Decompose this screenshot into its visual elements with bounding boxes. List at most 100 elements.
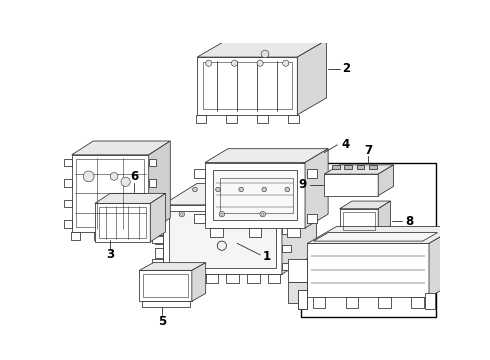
Circle shape: [261, 50, 269, 58]
Circle shape: [216, 187, 220, 192]
Circle shape: [121, 177, 130, 186]
Polygon shape: [149, 200, 156, 207]
Polygon shape: [378, 297, 391, 308]
Polygon shape: [140, 270, 192, 301]
Polygon shape: [282, 263, 291, 270]
Polygon shape: [163, 205, 282, 274]
Polygon shape: [152, 213, 163, 220]
Polygon shape: [196, 115, 206, 122]
Text: 7: 7: [364, 144, 372, 157]
Circle shape: [283, 60, 289, 66]
Polygon shape: [287, 228, 300, 237]
Circle shape: [179, 211, 185, 217]
Polygon shape: [205, 163, 305, 228]
Polygon shape: [247, 32, 261, 42]
Polygon shape: [324, 165, 393, 174]
Polygon shape: [249, 29, 260, 32]
Circle shape: [181, 213, 183, 215]
Polygon shape: [440, 293, 450, 309]
Polygon shape: [357, 165, 365, 170]
Polygon shape: [307, 226, 458, 243]
Polygon shape: [72, 155, 149, 232]
Polygon shape: [142, 301, 190, 307]
Polygon shape: [249, 228, 261, 237]
Polygon shape: [297, 40, 327, 115]
Circle shape: [239, 187, 244, 192]
Polygon shape: [324, 174, 378, 195]
Polygon shape: [194, 214, 205, 223]
Circle shape: [193, 187, 197, 192]
Text: 4: 4: [341, 138, 349, 150]
Polygon shape: [369, 165, 377, 170]
Text: 8: 8: [405, 215, 413, 228]
Polygon shape: [71, 232, 80, 239]
Polygon shape: [149, 179, 156, 187]
Polygon shape: [298, 289, 307, 309]
Polygon shape: [226, 274, 239, 283]
Polygon shape: [298, 289, 307, 309]
Polygon shape: [378, 201, 391, 233]
Text: 1: 1: [263, 250, 270, 263]
Polygon shape: [282, 227, 291, 234]
Polygon shape: [411, 297, 423, 308]
Polygon shape: [268, 274, 280, 283]
Circle shape: [231, 60, 238, 66]
Polygon shape: [345, 297, 358, 308]
Polygon shape: [288, 259, 307, 282]
Polygon shape: [95, 203, 150, 242]
Polygon shape: [257, 115, 268, 122]
Polygon shape: [169, 211, 276, 268]
Circle shape: [217, 241, 226, 250]
Polygon shape: [340, 209, 378, 233]
Polygon shape: [205, 149, 328, 163]
Text: 9: 9: [298, 178, 307, 192]
Polygon shape: [192, 263, 206, 301]
Polygon shape: [203, 32, 217, 42]
Polygon shape: [185, 274, 197, 283]
Polygon shape: [206, 274, 218, 283]
Text: 3: 3: [106, 248, 114, 261]
Polygon shape: [213, 170, 297, 220]
Polygon shape: [155, 248, 163, 258]
Polygon shape: [307, 169, 318, 178]
Polygon shape: [210, 228, 222, 237]
Circle shape: [285, 187, 290, 192]
Text: 6: 6: [130, 170, 138, 183]
Polygon shape: [163, 183, 317, 205]
Circle shape: [83, 171, 94, 182]
Polygon shape: [194, 169, 205, 178]
Circle shape: [110, 172, 118, 180]
Text: 2: 2: [343, 62, 351, 75]
Polygon shape: [197, 57, 297, 115]
Polygon shape: [313, 297, 325, 308]
Bar: [301, 163, 436, 316]
Polygon shape: [307, 214, 318, 223]
Polygon shape: [72, 141, 171, 155]
Polygon shape: [282, 209, 291, 216]
Polygon shape: [344, 165, 352, 170]
Polygon shape: [307, 243, 429, 297]
Polygon shape: [340, 201, 391, 209]
Polygon shape: [314, 233, 438, 241]
Polygon shape: [149, 159, 156, 166]
Polygon shape: [332, 165, 340, 170]
Polygon shape: [225, 32, 239, 42]
Polygon shape: [197, 40, 327, 57]
Polygon shape: [149, 220, 156, 228]
Polygon shape: [64, 179, 72, 187]
Circle shape: [206, 60, 212, 66]
Polygon shape: [316, 174, 325, 183]
Text: 5: 5: [158, 315, 166, 328]
Polygon shape: [227, 29, 238, 32]
Polygon shape: [226, 115, 237, 122]
Polygon shape: [282, 183, 317, 274]
Polygon shape: [282, 245, 291, 252]
Polygon shape: [247, 274, 260, 283]
Polygon shape: [149, 141, 171, 232]
Polygon shape: [64, 200, 72, 207]
Circle shape: [260, 211, 266, 217]
Circle shape: [257, 60, 263, 66]
Polygon shape: [140, 263, 206, 270]
Polygon shape: [64, 220, 72, 228]
Polygon shape: [95, 193, 166, 203]
